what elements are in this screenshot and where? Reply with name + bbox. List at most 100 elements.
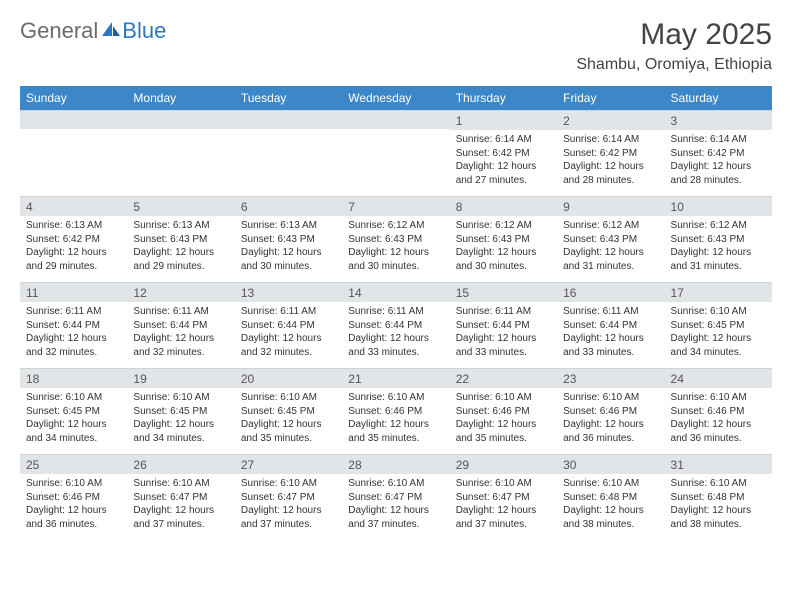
day-cell: 8Sunrise: 6:12 AMSunset: 6:43 PMDaylight… <box>450 196 557 282</box>
sunrise-text: Sunrise: 6:11 AM <box>348 305 443 319</box>
sunset-text: Sunset: 6:44 PM <box>26 319 121 333</box>
day-number: 30 <box>557 454 664 474</box>
header: General Blue May 2025 Shambu, Oromiya, E… <box>20 18 772 74</box>
sunrise-text: Sunrise: 6:11 AM <box>456 305 551 319</box>
day-cell: 16Sunrise: 6:11 AMSunset: 6:44 PMDayligh… <box>557 282 664 368</box>
day-number <box>20 110 127 129</box>
daylight-text: Daylight: 12 hours and 38 minutes. <box>671 504 766 531</box>
daylight-text: Daylight: 12 hours and 31 minutes. <box>563 246 658 273</box>
daylight-text: Daylight: 12 hours and 28 minutes. <box>671 160 766 187</box>
location: Shambu, Oromiya, Ethiopia <box>576 56 772 74</box>
sunset-text: Sunset: 6:42 PM <box>26 233 121 247</box>
day-cell: 23Sunrise: 6:10 AMSunset: 6:46 PMDayligh… <box>557 368 664 454</box>
day-cell <box>235 110 342 196</box>
sunset-text: Sunset: 6:45 PM <box>133 405 228 419</box>
sunrise-text: Sunrise: 6:11 AM <box>133 305 228 319</box>
day-cell: 28Sunrise: 6:10 AMSunset: 6:47 PMDayligh… <box>342 454 449 540</box>
day-cell: 11 Sunrise: 6:11 AMSunset: 6:44 PMDayligh… <box>20 282 127 368</box>
day-number <box>342 110 449 129</box>
daylight-text: Daylight: 12 hours and 38 minutes. <box>563 504 658 531</box>
day-number: 11 <box>20 282 127 302</box>
daylight-text: Daylight: 12 hours and 37 minutes. <box>348 504 443 531</box>
daylight-text: Daylight: 12 hours and 37 minutes. <box>241 504 336 531</box>
sunrise-text: Sunrise: 6:12 AM <box>671 219 766 233</box>
day-cell: 2Sunrise: 6:14 AMSunset: 6:42 PMDaylight… <box>557 110 664 196</box>
day-cell: 27Sunrise: 6:10 AMSunset: 6:47 PMDayligh… <box>235 454 342 540</box>
logo: General Blue <box>20 18 166 44</box>
day-cell: 21Sunrise: 6:10 AMSunset: 6:46 PMDayligh… <box>342 368 449 454</box>
day-body: Sunrise: 6:10 AMSunset: 6:45 PMDaylight:… <box>127 388 234 451</box>
day-body: Sunrise: 6:12 AMSunset: 6:43 PMDaylight:… <box>665 216 772 279</box>
sunrise-text: Sunrise: 6:14 AM <box>456 133 551 147</box>
day-number: 9 <box>557 196 664 216</box>
daylight-text: Daylight: 12 hours and 32 minutes. <box>241 332 336 359</box>
day-cell: 3Sunrise: 6:14 AMSunset: 6:42 PMDaylight… <box>665 110 772 196</box>
day-cell: 7Sunrise: 6:12 AMSunset: 6:43 PMDaylight… <box>342 196 449 282</box>
day-number: 3 <box>665 110 772 130</box>
weekday: Monday <box>127 86 234 110</box>
day-number: 18 <box>20 368 127 388</box>
day-cell: 6Sunrise: 6:13 AMSunset: 6:43 PMDaylight… <box>235 196 342 282</box>
sunset-text: Sunset: 6:43 PM <box>241 233 336 247</box>
day-body: Sunrise: 6:10 AMSunset: 6:47 PMDaylight:… <box>450 474 557 537</box>
weekday: Friday <box>557 86 664 110</box>
sunset-text: Sunset: 6:48 PM <box>563 491 658 505</box>
weekday: Thursday <box>450 86 557 110</box>
day-number: 16 <box>557 282 664 302</box>
day-cell: 4Sunrise: 6:13 AMSunset: 6:42 PMDaylight… <box>20 196 127 282</box>
day-number: 25 <box>20 454 127 474</box>
day-number: 19 <box>127 368 234 388</box>
day-body: Sunrise: 6:14 AMSunset: 6:42 PMDaylight:… <box>450 130 557 193</box>
day-number: 17 <box>665 282 772 302</box>
sunrise-text: Sunrise: 6:10 AM <box>563 477 658 491</box>
sunrise-text: Sunrise: 6:10 AM <box>348 477 443 491</box>
day-body: Sunrise: 6:14 AMSunset: 6:42 PMDaylight:… <box>665 130 772 193</box>
sunrise-text: Sunrise: 6:13 AM <box>26 219 121 233</box>
day-body: Sunrise: 6:10 AMSunset: 6:46 PMDaylight:… <box>342 388 449 451</box>
week-row: 11Sunrise: 6:11 AMSunset: 6:44 PMDayligh… <box>20 282 772 368</box>
daylight-text: Daylight: 12 hours and 29 minutes. <box>26 246 121 273</box>
day-number: 10 <box>665 196 772 216</box>
sunset-text: Sunset: 6:46 PM <box>563 405 658 419</box>
weekday: Wednesday <box>342 86 449 110</box>
day-number: 8 <box>450 196 557 216</box>
day-body: Sunrise: 6:10 AMSunset: 6:48 PMDaylight:… <box>665 474 772 537</box>
day-cell: 25Sunrise: 6:10 AMSunset: 6:46 PMDayligh… <box>20 454 127 540</box>
daylight-text: Daylight: 12 hours and 36 minutes. <box>26 504 121 531</box>
sunrise-text: Sunrise: 6:10 AM <box>241 477 336 491</box>
day-number: 28 <box>342 454 449 474</box>
sunset-text: Sunset: 6:47 PM <box>456 491 551 505</box>
day-cell: 1Sunrise: 6:14 AMSunset: 6:42 PMDaylight… <box>450 110 557 196</box>
sunrise-text: Sunrise: 6:10 AM <box>26 391 121 405</box>
sunset-text: Sunset: 6:44 PM <box>133 319 228 333</box>
day-cell: 30 Sunrise: 6:10 AMSunset: 6:48 PMDayligh… <box>557 454 664 540</box>
day-cell: 29Sunrise: 6:10 AMSunset: 6:47 PMDayligh… <box>450 454 557 540</box>
day-number: 14 <box>342 282 449 302</box>
day-number <box>127 110 234 129</box>
sunrise-text: Sunrise: 6:12 AM <box>456 219 551 233</box>
sunrise-text: Sunrise: 6:14 AM <box>671 133 766 147</box>
day-cell <box>20 110 127 196</box>
day-number: 22 <box>450 368 557 388</box>
sunset-text: Sunset: 6:44 PM <box>563 319 658 333</box>
daylight-text: Daylight: 12 hours and 32 minutes. <box>133 332 228 359</box>
day-body: Sunrise: 6:12 AMSunset: 6:43 PMDaylight:… <box>342 216 449 279</box>
day-cell: 22Sunrise: 6:10 AMSunset: 6:46 PMDayligh… <box>450 368 557 454</box>
day-cell: 20Sunrise: 6:10 AMSunset: 6:45 PMDayligh… <box>235 368 342 454</box>
sunset-text: Sunset: 6:48 PM <box>671 491 766 505</box>
sunset-text: Sunset: 6:43 PM <box>133 233 228 247</box>
day-number: 21 <box>342 368 449 388</box>
week-row: 25Sunrise: 6:10 AMSunset: 6:46 PMDayligh… <box>20 454 772 540</box>
day-cell <box>342 110 449 196</box>
day-number: 13 <box>235 282 342 302</box>
sunset-text: Sunset: 6:42 PM <box>671 147 766 161</box>
daylight-text: Daylight: 12 hours and 32 minutes. <box>26 332 121 359</box>
day-body: Sunrise: 6:14 AMSunset: 6:42 PMDaylight:… <box>557 130 664 193</box>
sunrise-text: Sunrise: 6:13 AM <box>241 219 336 233</box>
day-number: 27 <box>235 454 342 474</box>
daylight-text: Daylight: 12 hours and 37 minutes. <box>133 504 228 531</box>
sunset-text: Sunset: 6:46 PM <box>26 491 121 505</box>
day-cell: 12Sunrise: 6:11 AMSunset: 6:44 PMDayligh… <box>127 282 234 368</box>
day-body: Sunrise: 6:10 AMSunset: 6:47 PMDaylight:… <box>127 474 234 537</box>
sunrise-text: Sunrise: 6:11 AM <box>26 305 121 319</box>
